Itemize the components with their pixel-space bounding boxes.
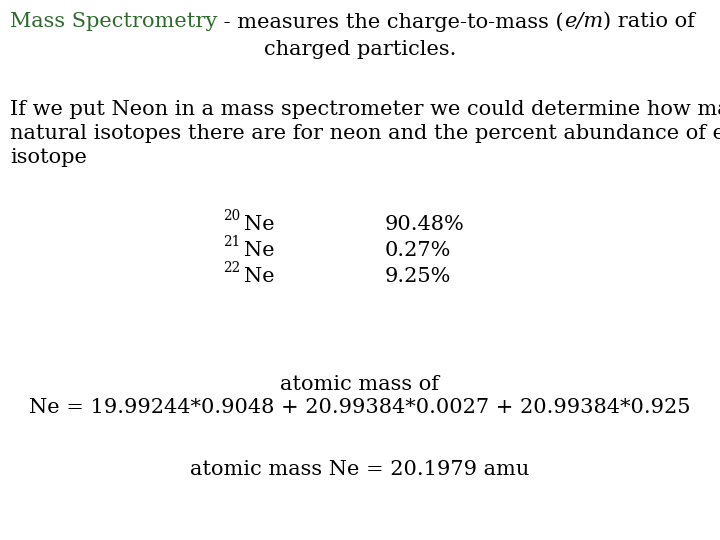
Text: 0.27%: 0.27% <box>385 241 451 260</box>
Text: atomic mass of: atomic mass of <box>281 375 439 394</box>
Text: isotope: isotope <box>10 148 87 167</box>
Text: 22: 22 <box>222 261 240 275</box>
Text: atomic mass Ne = 20.1979 amu: atomic mass Ne = 20.1979 amu <box>190 460 530 479</box>
Text: 90.48%: 90.48% <box>385 215 464 234</box>
Text: Ne = 19.99244*0.9048 + 20.99384*0.0027 + 20.99384*0.925: Ne = 19.99244*0.9048 + 20.99384*0.0027 +… <box>30 398 690 417</box>
Text: ) ratio of: ) ratio of <box>603 12 695 31</box>
Text: Ne: Ne <box>244 267 274 286</box>
Text: Ne: Ne <box>244 241 274 260</box>
Text: charged particles.: charged particles. <box>264 40 456 59</box>
Text: If we put Neon in a mass spectrometer we could determine how many: If we put Neon in a mass spectrometer we… <box>10 100 720 119</box>
Text: 9.25%: 9.25% <box>385 267 451 286</box>
Text: 20: 20 <box>222 209 240 223</box>
Text: - measures the charge-to-mass (: - measures the charge-to-mass ( <box>217 12 564 32</box>
Text: 21: 21 <box>222 235 240 249</box>
Text: Mass Spectrometry: Mass Spectrometry <box>10 12 217 31</box>
Text: Ne: Ne <box>244 215 274 234</box>
Text: natural isotopes there are for neon and the percent abundance of each: natural isotopes there are for neon and … <box>10 124 720 143</box>
Text: e/m: e/m <box>564 12 603 31</box>
